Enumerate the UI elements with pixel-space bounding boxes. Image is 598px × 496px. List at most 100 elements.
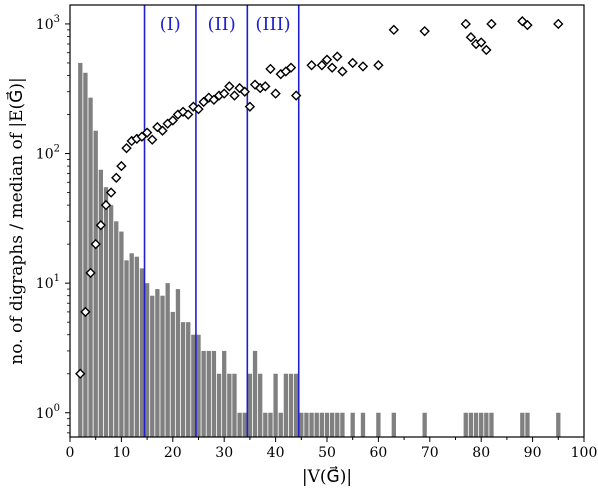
- median-edges-marker: [121, 142, 132, 154]
- median-edges-marker: [229, 90, 240, 101]
- histogram-bar: [278, 412, 283, 437]
- region-label: (I): [160, 14, 181, 35]
- median-edges-marker: [290, 90, 302, 101]
- median-edges-marker: [203, 92, 214, 103]
- histogram-bar: [170, 311, 175, 437]
- x-tick-label: 50: [318, 445, 336, 461]
- histogram-bar: [186, 322, 191, 437]
- histogram-bar: [242, 412, 247, 437]
- y-tick-label: 100: [36, 403, 60, 422]
- median-edges-marker: [347, 57, 358, 69]
- histogram-bar: [83, 72, 88, 438]
- histogram-bar: [98, 169, 103, 438]
- median-edges-marker: [522, 19, 533, 31]
- histogram-bar: [134, 256, 139, 437]
- histogram-bar: [196, 334, 201, 437]
- median-edges-marker: [460, 18, 471, 30]
- histogram-bar: [180, 322, 186, 437]
- bars-layer: [78, 62, 561, 438]
- histogram-bar: [489, 412, 494, 437]
- histogram-bar: [119, 231, 124, 437]
- histogram-bar: [324, 412, 330, 437]
- median-edges-marker: [388, 24, 400, 36]
- median-edges-marker: [326, 62, 338, 73]
- histogram-bar: [556, 412, 561, 437]
- histogram-bar: [273, 373, 278, 437]
- median-edges-marker: [244, 101, 256, 112]
- histogram-bar: [309, 412, 314, 437]
- y-axis: 100 101 102 103: [36, 14, 70, 434]
- histogram-bar: [288, 373, 294, 437]
- histogram-bar: [360, 412, 366, 437]
- histogram-bar: [319, 412, 325, 437]
- median-edges-marker: [285, 62, 297, 73]
- median-edges-marker: [481, 44, 492, 56]
- histogram-bar: [93, 130, 98, 437]
- regions-layer: (I) (II) (III): [143, 5, 300, 437]
- median-edges-marker: [357, 61, 369, 72]
- histogram-bar: [124, 260, 129, 437]
- median-edges-marker: [85, 267, 96, 279]
- median-edges-marker: [105, 187, 117, 198]
- median-edges-marker: [239, 86, 250, 97]
- median-edges-marker: [90, 238, 101, 250]
- x-tick-label: 0: [66, 445, 75, 461]
- histogram-bar: [329, 412, 335, 437]
- median-edges-marker: [198, 96, 209, 108]
- median-edges-marker: [306, 60, 317, 71]
- histogram-bar: [252, 350, 258, 437]
- median-edges-marker: [147, 134, 158, 145]
- histogram-bar: [114, 221, 119, 437]
- median-edges-marker: [265, 63, 276, 75]
- histogram-bar: [175, 289, 181, 437]
- histogram-bar: [299, 412, 304, 437]
- median-edges-marker: [224, 81, 235, 92]
- histogram-bar: [144, 283, 150, 437]
- histogram-bar: [422, 412, 427, 437]
- histogram-bar: [227, 373, 232, 437]
- y-tick-label: 101: [36, 273, 60, 292]
- histogram-bar: [103, 187, 109, 437]
- histogram-bar: [479, 412, 484, 437]
- histogram-bar: [376, 412, 381, 437]
- histogram-bar: [350, 412, 355, 437]
- median-edges-marker: [183, 109, 194, 120]
- median-edges-marker: [111, 172, 122, 183]
- median-edges-marker: [80, 306, 91, 318]
- median-edges-marker: [486, 18, 497, 30]
- histogram-bar: [304, 412, 309, 437]
- histogram-bar: [263, 412, 268, 437]
- median-edges-marker: [270, 88, 281, 99]
- x-tick-label: 90: [524, 445, 542, 461]
- median-edges-marker: [465, 32, 477, 43]
- median-edges-marker: [316, 60, 328, 71]
- x-tick-label: 40: [267, 445, 285, 461]
- median-edges-marker: [100, 199, 112, 211]
- median-edges-marker: [373, 60, 384, 71]
- x-tick-label: 20: [164, 445, 182, 461]
- histogram-bar: [191, 334, 196, 437]
- median-edges-marker: [141, 127, 153, 138]
- histogram-bar: [78, 62, 83, 437]
- histogram-bar: [139, 268, 145, 437]
- histogram-bar: [247, 373, 253, 437]
- histogram-bar: [314, 412, 319, 437]
- histogram-bar: [206, 350, 211, 437]
- histogram-bar: [108, 205, 114, 437]
- x-axis: 0 10 20 30 40 50 60 70 80 90 100: [66, 437, 597, 461]
- histogram-bar: [258, 373, 263, 437]
- median-edges-marker: [157, 125, 168, 136]
- x-tick-label: 10: [112, 445, 130, 461]
- histogram-bar: [165, 283, 170, 437]
- median-edges-marker: [219, 88, 230, 99]
- histogram-bar: [160, 295, 165, 437]
- histogram-bar: [525, 412, 530, 437]
- histogram-bar: [484, 412, 489, 437]
- y-axis-label: no. of digraphs / median of |E(G⃗)|: [6, 77, 27, 364]
- histogram-bar: [201, 350, 206, 437]
- y-tick-label: 103: [36, 14, 60, 33]
- histogram-bar: [463, 412, 468, 437]
- histogram-bar: [391, 412, 396, 437]
- median-edges-marker: [476, 37, 487, 48]
